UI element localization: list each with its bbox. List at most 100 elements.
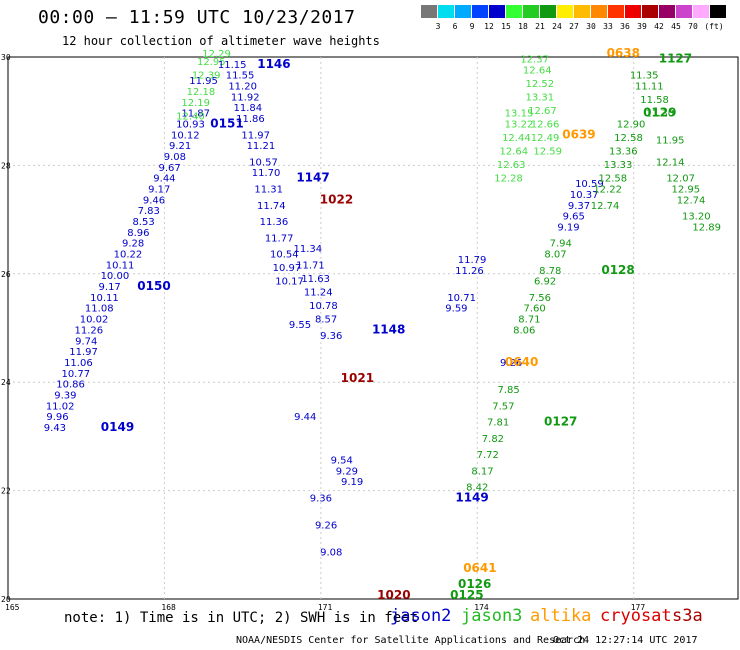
pass-time-label: 0125 [450, 588, 483, 602]
wave-height-point: 11.84 [234, 103, 263, 114]
wave-height-point: 12.67 [528, 106, 557, 117]
wave-height-point: 10.97 [273, 263, 302, 274]
wave-height-point: 8.57 [315, 315, 337, 326]
wave-height-point: 9.55 [289, 320, 311, 331]
wave-height-point: 12.14 [656, 157, 685, 168]
colorbar-swatch [676, 5, 692, 18]
wave-height-point: 7.85 [497, 385, 519, 396]
wave-height-point: 8.96 [127, 228, 149, 239]
colorbar-swatch [421, 5, 437, 18]
wave-height-point: 9.29 [336, 466, 358, 477]
colorbar-label: 30 [586, 22, 596, 31]
wave-height-point: 9.65 [563, 212, 585, 223]
wave-height-point: 11.26 [75, 325, 104, 336]
pass-time-label: 1146 [257, 57, 290, 71]
wave-height-point: 7.72 [477, 450, 499, 461]
plot-frame [7, 56, 739, 600]
wave-height-point: 9.36 [310, 493, 332, 504]
wave-height-point: 11.79 [458, 255, 487, 266]
colorbar-swatch [557, 5, 573, 18]
wave-height-point: 10.77 [61, 369, 90, 380]
wave-height-point: 11.34 [294, 244, 323, 255]
wave-height-point: 11.86 [236, 114, 265, 125]
wave-height-point: 9.21 [169, 141, 191, 152]
pass-time-label: 0151 [210, 116, 243, 130]
wave-height-point: 9.37 [568, 201, 590, 212]
colorbar-swatch [540, 5, 556, 18]
pass-time-label: 1148 [372, 322, 405, 336]
colorbar-label: 24 [552, 22, 562, 31]
wave-height-point: 8.07 [544, 250, 566, 261]
y-tick-label: 22 [1, 487, 11, 496]
wave-height-point: 11.30 [645, 109, 674, 120]
wave-height-point: 9.96 [46, 412, 68, 423]
wave-height-point: 7.60 [524, 304, 546, 315]
pass-time-label: 1149 [455, 490, 488, 504]
legend-altika: altika [530, 606, 592, 626]
wave-height-point: 12.44 [502, 133, 531, 144]
wave-height-point: 12.58 [614, 133, 643, 144]
colorbar-swatch [659, 5, 675, 18]
wave-height-point: 12.59 [533, 147, 562, 158]
wave-height-point: 10.37 [570, 190, 599, 201]
wave-height-point: 12.22 [593, 185, 622, 196]
wave-height-point: 9.26 [315, 521, 337, 532]
wave-height-point: 11.77 [265, 233, 294, 244]
wave-height-point: 11.97 [241, 130, 270, 141]
wave-height-point: 9.19 [557, 222, 579, 233]
wave-height-point: 12.39 [192, 71, 221, 82]
pass-time-label: 1147 [296, 171, 329, 185]
colorbar-swatch [472, 5, 488, 18]
wave-height-point: 9.74 [75, 336, 97, 347]
wave-height-point: 12.49 [531, 133, 560, 144]
wave-height-point: 8.42 [466, 483, 488, 494]
pass-time-label: 0150 [137, 279, 170, 293]
wave-height-point: 9.54 [331, 456, 353, 467]
wave-height-point: 11.95 [656, 136, 685, 147]
wave-height-point: 7.83 [138, 206, 160, 217]
pass-time-label: 0126 [458, 577, 491, 591]
wave-height-point: 7.94 [550, 239, 572, 250]
pass-time-label: 0127 [544, 415, 577, 429]
legend-jason3: jason3 [461, 606, 523, 626]
wave-height-point: 11.95 [189, 76, 218, 87]
x-tick-label: 165 [5, 603, 20, 612]
wave-height-point: 13.31 [526, 92, 555, 103]
wave-height-point: 9.19 [341, 477, 363, 488]
wave-height-point: 7.56 [529, 293, 551, 304]
wave-height-point: 12.95 [197, 57, 226, 68]
wave-height-point: 10.22 [114, 250, 143, 261]
y-tick-label: 30 [1, 53, 11, 62]
wave-height-point: 11.15 [218, 60, 247, 71]
footer-note: note: 1) Time is in UTC; 2) SWH is in fe… [64, 610, 419, 626]
wave-height-point: 12.19 [181, 98, 210, 109]
wave-height-point: 12.74 [591, 201, 620, 212]
wave-height-point: 11.21 [247, 141, 276, 152]
wave-height-point: 7.82 [482, 434, 504, 445]
wave-height-point: 10.12 [171, 130, 200, 141]
wave-height-point: 10.86 [56, 380, 85, 391]
colorbar-label: 33 [603, 22, 613, 31]
wave-height-point: 12.90 [617, 119, 646, 130]
wave-height-point: 12.52 [526, 79, 555, 90]
colorbar-label: 70 [688, 22, 698, 31]
wave-height-point: 6.92 [534, 277, 556, 288]
wave-height-point: 9.17 [148, 185, 170, 196]
cryosat-time-label: 1021 [341, 371, 374, 385]
wave-height-point: 9.08 [164, 152, 186, 163]
x-tick-label: 168 [161, 603, 176, 612]
colorbar-label: 39 [637, 22, 647, 31]
wave-height-point: 13.15 [505, 109, 534, 120]
wave-height-point: 9.08 [320, 548, 342, 559]
chart-subtitle: 12 hour collection of altimeter wave hei… [62, 34, 380, 48]
colorbar-label: 42 [654, 22, 664, 31]
generated-timestamp: Oct 24 12:27:14 UTC 2017 [553, 635, 698, 646]
wave-height-point: 7.81 [487, 418, 509, 429]
wave-height-point: 11.58 [640, 95, 669, 106]
wave-height-point: 12.89 [692, 222, 721, 233]
wave-height-point: 8.71 [518, 315, 540, 326]
wave-height-point: 8.53 [132, 217, 154, 228]
wave-height-point: 8.06 [513, 325, 535, 336]
colorbar-label: 3 [435, 22, 441, 31]
